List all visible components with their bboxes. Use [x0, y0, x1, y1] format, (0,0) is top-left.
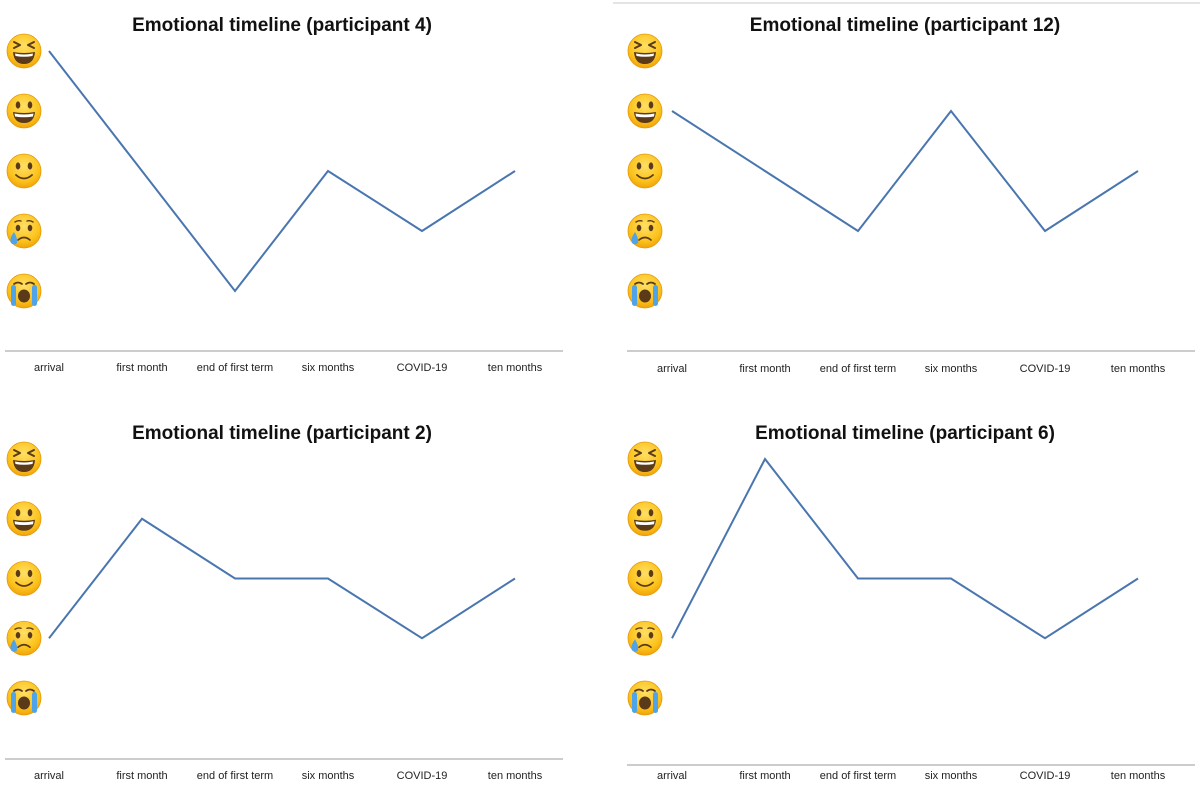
series-line — [671, 457, 1139, 640]
chart-panel: Emotional timeline (participant 4) arriva… — [5, 15, 563, 374]
x-tick-label: six months — [925, 770, 978, 782]
x-tick-label: end of first term — [197, 362, 273, 374]
crying-face-icon — [6, 213, 42, 249]
x-tick-label: COVID-19 — [397, 362, 448, 374]
slightly-smiling-face-icon — [6, 561, 42, 596]
slightly-smiling-face-icon — [6, 153, 42, 189]
x-tick-label: COVID-19 — [1020, 770, 1071, 782]
chart-panel: Emotional timeline (participant 12) arriv… — [627, 15, 1195, 375]
x-tick-label: arrival — [657, 363, 687, 375]
x-tick-label: first month — [116, 770, 167, 782]
laughing-squint-face-icon — [627, 441, 663, 477]
chart-panel: Emotional timeline (participant 2) arriva… — [5, 423, 563, 782]
loudly-crying-face-icon — [627, 680, 663, 716]
x-tick-label: COVID-19 — [1020, 363, 1071, 375]
loudly-crying-face-icon — [6, 273, 42, 309]
x-tick-label: arrival — [657, 770, 687, 782]
x-tick-label: first month — [116, 362, 167, 374]
laughing-squint-face-icon — [6, 441, 42, 477]
slightly-smiling-face-icon — [627, 561, 663, 596]
x-tick-label: six months — [925, 363, 978, 375]
series-line — [671, 109, 1139, 233]
crying-face-icon — [627, 213, 663, 249]
crying-face-icon — [6, 620, 42, 656]
x-tick-label: six months — [302, 770, 355, 782]
x-tick-label: ten months — [488, 770, 543, 782]
series-line — [48, 50, 516, 293]
chart-title: Emotional timeline (participant 6) — [755, 423, 1055, 444]
x-tick-label: end of first term — [197, 770, 273, 782]
chart-title: Emotional timeline (participant 2) — [132, 423, 432, 444]
x-tick-label: first month — [739, 363, 790, 375]
chart-title: Emotional timeline (participant 4) — [132, 15, 432, 36]
slightly-smiling-face-icon — [627, 153, 663, 189]
grinning-face-icon — [6, 501, 42, 537]
series-line — [48, 517, 516, 640]
x-tick-label: six months — [302, 362, 355, 374]
loudly-crying-face-icon — [627, 273, 663, 309]
chart-panel: Emotional timeline (participant 6) arriva… — [627, 423, 1195, 782]
laughing-squint-face-icon — [6, 33, 42, 69]
x-tick-label: arrival — [34, 770, 64, 782]
x-tick-label: ten months — [1111, 770, 1166, 782]
x-tick-label: end of first term — [820, 770, 896, 782]
x-tick-label: ten months — [488, 362, 543, 374]
loudly-crying-face-icon — [6, 680, 42, 716]
chart-title: Emotional timeline (participant 12) — [750, 15, 1060, 36]
crying-face-icon — [627, 620, 663, 656]
x-tick-label: first month — [739, 770, 790, 782]
x-tick-label: arrival — [34, 362, 64, 374]
x-tick-label: end of first term — [820, 363, 896, 375]
grinning-face-icon — [627, 501, 663, 537]
grinning-face-icon — [6, 93, 42, 129]
x-tick-label: ten months — [1111, 363, 1166, 375]
grinning-face-icon — [627, 93, 663, 129]
laughing-squint-face-icon — [627, 33, 663, 69]
x-tick-label: COVID-19 — [397, 770, 448, 782]
